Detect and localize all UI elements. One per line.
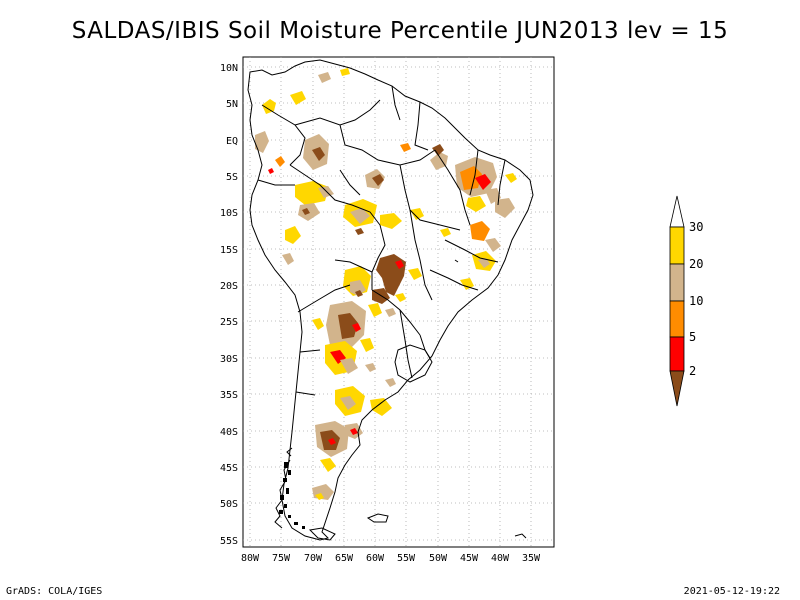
lat-tick-label: 10S: [220, 208, 238, 219]
lat-tick-label: 45S: [220, 463, 238, 474]
grads-credit: GrADS: COLA/IGES: [6, 586, 103, 597]
lon-tick-label: 70W: [304, 553, 323, 564]
colorbar-swatch-20-30: [669, 226, 685, 265]
lat-tick-label: 10N: [220, 63, 238, 74]
colorbar-label: 20: [689, 257, 703, 271]
colorbar-bottom-arrow: [669, 370, 685, 407]
colorbar: [669, 195, 685, 407]
lon-tick-label: 60W: [366, 553, 385, 564]
lon-tick-label: 35W: [522, 553, 541, 564]
colorbar-label: 30: [689, 220, 703, 234]
lat-tick-label: 15S: [220, 245, 238, 256]
colorbar-labels: 2 5 10 20 30: [689, 220, 703, 378]
colorbar-label: 5: [689, 330, 696, 344]
colorbar-label: 2: [689, 364, 696, 378]
lat-tick-label: 25S: [220, 317, 238, 328]
lat-tick-label: 40S: [220, 427, 238, 438]
lon-tick-label: 40W: [491, 553, 510, 564]
colorbar-label: 10: [689, 294, 703, 308]
lat-tick-label: 20S: [220, 281, 238, 292]
colorbar-swatch-5-10: [669, 300, 685, 338]
lon-tick-label: 65W: [335, 553, 354, 564]
lat-tick-label: 35S: [220, 390, 238, 401]
latitude-ticks: 10N 5N EQ 5S 10S 15S 20S 25S 30S 35S 40S 45S 50S 55S: [220, 63, 238, 547]
colorbar-swatch-10-20: [669, 263, 685, 302]
lon-tick-label: 80W: [241, 553, 260, 564]
lon-tick-label: 75W: [272, 553, 291, 564]
lon-tick-label: 55W: [397, 553, 416, 564]
coastlines-and-borders: [247, 59, 534, 541]
timestamp: 2021-05-12-19:22: [683, 586, 780, 597]
lat-tick-label: 30S: [220, 354, 238, 365]
lat-tick-label: 55S: [220, 536, 238, 547]
lat-tick-label: 5N: [226, 99, 238, 110]
lon-tick-label: 50W: [429, 553, 448, 564]
lat-tick-label: EQ: [226, 136, 238, 147]
soil-moisture-patches: [255, 68, 517, 500]
lat-tick-label: 5S: [226, 172, 238, 183]
archipelago-islands: [279, 462, 305, 529]
map-title: SALDAS/IBIS Soil Moisture Percentile JUN…: [71, 18, 729, 44]
grid-lines: [243, 57, 554, 547]
lat-tick-label: 50S: [220, 499, 238, 510]
lon-tick-label: 45W: [460, 553, 479, 564]
longitude-ticks: 80W 75W 70W 65W 60W 55W 50W 45W 40W 35W: [241, 553, 541, 564]
map-frame: [242, 56, 555, 548]
colorbar-swatch-2-5: [669, 336, 685, 372]
colorbar-top-arrow: [669, 195, 685, 228]
